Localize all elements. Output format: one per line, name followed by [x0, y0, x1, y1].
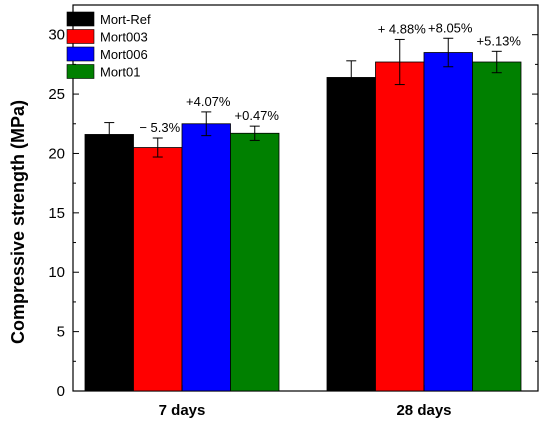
y-tick-label: 25 — [48, 86, 65, 103]
legend-swatch — [66, 46, 95, 62]
y-tick-label: 15 — [48, 205, 65, 222]
y-tick-label: 5 — [57, 324, 65, 341]
y-axis-ticks: 0 5 10 15 20 25 30 — [48, 27, 538, 400]
legend-label: Mort01 — [100, 65, 140, 80]
x-tick-label: 7 days — [159, 402, 206, 419]
legend-swatch — [66, 29, 95, 44]
bar-mort003 — [375, 61, 425, 392]
bar-mort-ref — [326, 77, 376, 392]
y-tick-label: 30 — [48, 27, 65, 44]
y-tick-label: 10 — [48, 264, 65, 281]
legend-swatch — [66, 64, 95, 79]
percent-change-label: + 4.88% — [378, 21, 427, 36]
x-axis-labels: 7 days 28 days — [159, 385, 452, 419]
percent-change-label: +4.07% — [186, 94, 231, 109]
bar-mort01 — [472, 61, 522, 392]
percent-change-label: +8.05% — [428, 20, 473, 35]
legend: Mort-Ref Mort003 Mort006 Mort01 — [66, 11, 151, 80]
annotations: − 5.3% +4.07% +0.47% + 4.88% +8.05% +5.13% — [139, 20, 521, 135]
bar-mort01 — [230, 132, 280, 392]
bar-mort006 — [423, 52, 473, 392]
plot-frame — [72, 4, 539, 392]
error-bars — [104, 37, 502, 158]
percent-change-label: +0.47% — [235, 108, 280, 123]
legend-swatch — [66, 11, 95, 27]
percent-change-label: − 5.3% — [139, 120, 180, 135]
legend-label: Mort006 — [100, 47, 148, 62]
bar-mort006 — [181, 123, 231, 392]
y-tick-label: 20 — [48, 145, 65, 162]
plot-area — [72, 4, 539, 392]
y-axis-label: Compressive strength (MPa) — [8, 100, 28, 344]
y-tick-label: 0 — [57, 383, 65, 400]
legend-label: Mort-Ref — [100, 12, 151, 27]
bar-mort-ref — [84, 134, 134, 392]
percent-change-label: +5.13% — [477, 33, 522, 48]
bar-mort003 — [133, 147, 183, 392]
bars — [84, 52, 522, 392]
x-tick-label: 28 days — [396, 402, 451, 419]
legend-label: Mort003 — [100, 30, 148, 45]
